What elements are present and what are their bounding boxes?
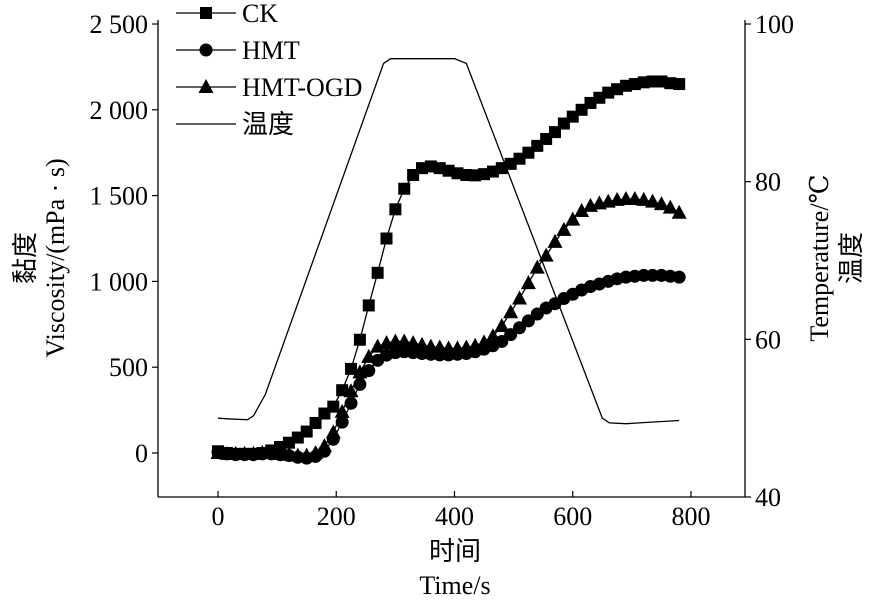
data-point <box>353 333 366 346</box>
x-tick-label: 800 <box>672 502 711 531</box>
data-point <box>414 336 430 351</box>
data-point <box>476 334 492 349</box>
data-point <box>673 78 686 91</box>
data-point <box>334 403 350 418</box>
y-tick-label: 0 <box>135 439 148 468</box>
data-point <box>345 362 358 375</box>
data-point <box>513 321 527 335</box>
y2-tick-label: 80 <box>755 168 781 197</box>
data-point <box>343 383 359 398</box>
data-point <box>538 247 554 262</box>
x-tick-label: 200 <box>317 502 356 531</box>
data-point <box>325 424 341 439</box>
legend-triangle-icon <box>198 79 214 93</box>
x-axis-label: Time/s <box>419 571 490 600</box>
data-point <box>380 232 393 245</box>
legend-label: 温度 <box>242 110 294 139</box>
data-point <box>503 304 519 319</box>
data-point <box>327 400 340 413</box>
data-point <box>371 266 384 279</box>
legend-square-icon <box>200 7 212 19</box>
data-point <box>547 233 563 248</box>
y-tick-label: 2 000 <box>90 96 149 125</box>
y2-tick-label: 60 <box>755 325 781 354</box>
legend-circle-icon <box>199 43 213 57</box>
y-tick-label: 2 500 <box>90 10 149 39</box>
data-point <box>556 221 572 236</box>
data-point <box>529 259 545 274</box>
data-point <box>574 203 590 218</box>
y2-tick-label: 40 <box>755 483 781 512</box>
axes <box>157 20 746 498</box>
data-point <box>653 196 669 211</box>
series-line <box>217 274 680 459</box>
data-point <box>520 275 536 290</box>
y2-tick-label: 100 <box>755 10 794 39</box>
x-tick-label: 400 <box>435 502 474 531</box>
data-point <box>352 364 368 379</box>
y-tick-label: 1 500 <box>90 182 149 211</box>
series-- <box>217 58 680 425</box>
data-point <box>362 299 375 312</box>
data-point <box>494 318 510 333</box>
data-point <box>353 377 367 391</box>
legend-label: HMT <box>242 36 300 65</box>
x-tick-label: 600 <box>553 502 592 531</box>
y2-axis-label-cn: 温度 <box>837 232 866 284</box>
y-tick-label: 1 000 <box>90 267 149 296</box>
data-point <box>636 191 652 206</box>
data-point <box>308 445 324 459</box>
x-tick-label: 0 <box>212 502 225 531</box>
y-axis-label: Viscosity/(mPa · s) <box>41 158 70 357</box>
data-point <box>309 416 322 429</box>
data-point <box>361 348 377 363</box>
x-axis-label-cn: 时间 <box>429 537 481 566</box>
temperature-line <box>217 58 680 425</box>
data-point <box>398 182 411 195</box>
data-point <box>512 290 528 305</box>
data-point <box>645 193 661 208</box>
data-point <box>672 270 686 284</box>
data-point <box>362 364 376 378</box>
data-point <box>521 314 535 328</box>
y-axis-label-cn: 黏度 <box>11 232 40 284</box>
data-point <box>396 333 412 348</box>
y2-axis-label: Temperature/℃ <box>805 174 834 341</box>
data-point <box>565 211 581 226</box>
series-line <box>217 198 680 457</box>
legend: CK HMT HMT-OGD 温度 <box>176 0 362 139</box>
y-tick-label: 500 <box>109 353 148 382</box>
data-point <box>316 438 332 453</box>
data-point <box>405 335 421 350</box>
data-point <box>485 328 501 343</box>
series-hmt-ogd <box>210 191 687 462</box>
data-point <box>671 204 687 219</box>
legend-label: CK <box>242 0 278 28</box>
data-point <box>495 334 509 348</box>
data-point <box>662 199 678 214</box>
series-hmt <box>211 268 686 465</box>
legend-label: HMT-OGD <box>242 73 362 102</box>
data-point <box>389 203 402 216</box>
data-point <box>336 384 349 397</box>
